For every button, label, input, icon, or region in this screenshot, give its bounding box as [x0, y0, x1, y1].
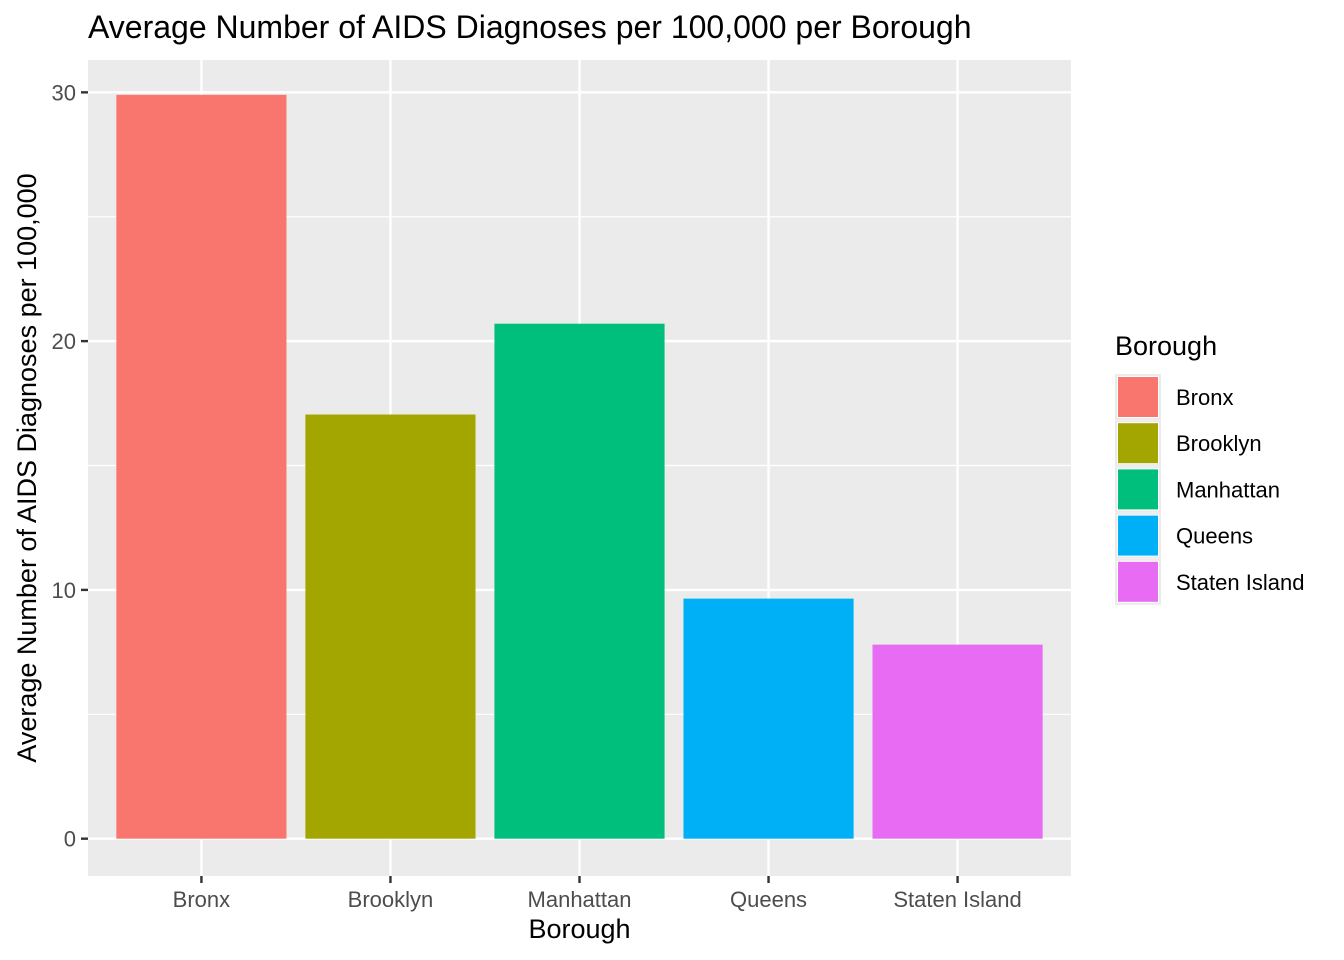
- x-tick-label: Staten Island: [893, 887, 1021, 912]
- bar-brooklyn: [305, 414, 476, 839]
- y-axis-title: Average Number of AIDS Diagnoses per 100…: [12, 173, 42, 762]
- y-tick-label: 0: [64, 827, 76, 852]
- x-axis-title: Borough: [528, 914, 630, 944]
- legend-swatch-bronx: [1118, 377, 1158, 417]
- x-tick-label: Brooklyn: [348, 887, 434, 912]
- legend-label: Bronx: [1176, 385, 1233, 410]
- bar-manhattan: [494, 323, 665, 839]
- bars: [116, 94, 1043, 839]
- legend-label: Manhattan: [1176, 477, 1280, 502]
- y-tick-label: 20: [52, 329, 76, 354]
- y-tick-label: 10: [52, 578, 76, 603]
- y-tick-label: 30: [52, 80, 76, 105]
- legend-swatch-brooklyn: [1118, 423, 1158, 464]
- legend-title: Borough: [1115, 331, 1217, 361]
- legend-swatch-manhattan: [1118, 469, 1158, 510]
- legend-swatch-queens: [1118, 515, 1158, 556]
- x-tick-label: Manhattan: [528, 887, 632, 912]
- legend-label: Queens: [1176, 524, 1253, 549]
- bar-queens: [683, 598, 854, 839]
- bar-bronx: [116, 94, 287, 839]
- bar-staten-island: [872, 644, 1043, 839]
- legend-swatch-staten-island: [1118, 561, 1158, 602]
- legend-label: Staten Island: [1176, 570, 1304, 595]
- x-tick-label: Bronx: [173, 887, 230, 912]
- chart-title: Average Number of AIDS Diagnoses per 100…: [88, 9, 972, 45]
- x-axis: Bronx Brooklyn Manhattan Queens Staten Islan…: [173, 876, 1022, 912]
- legend-items: Bronx Brooklyn Manhattan Queens Staten Islan…: [1115, 374, 1304, 605]
- y-axis: 0 10 20 30: [52, 80, 88, 852]
- legend-label: Brooklyn: [1176, 431, 1262, 456]
- legend: Borough Bronx Brooklyn Manhattan Queens Stat…: [1115, 331, 1304, 605]
- x-tick-label: Queens: [730, 887, 807, 912]
